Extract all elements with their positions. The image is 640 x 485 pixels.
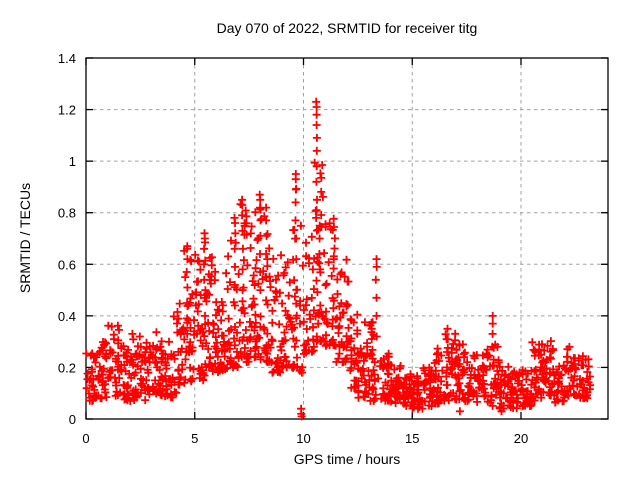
x-tick-label: 10 (296, 431, 310, 446)
x-tick-label: 20 (514, 431, 528, 446)
y-tick-label: 0.6 (58, 257, 76, 272)
x-tick-label: 0 (82, 431, 89, 446)
y-tick-label: 0.8 (58, 206, 76, 221)
x-axis-label: GPS time / hours (294, 451, 401, 467)
y-axis-label: SRMTID / TECUs (17, 183, 33, 293)
x-tick-labels: 0 5 10 15 20 (82, 431, 528, 446)
axis-ticks (85, 57, 608, 420)
y-tick-label: 0.4 (58, 309, 76, 324)
y-tick-labels: 0 0.2 0.4 0.6 0.8 1 1.2 1.4 (58, 51, 76, 427)
data-point-markers (82, 97, 595, 421)
y-tick-label: 1.4 (58, 51, 76, 66)
y-tick-label: 0 (69, 412, 76, 427)
y-tick-label: 1.2 (58, 103, 76, 118)
y-tick-label: 1 (69, 154, 76, 169)
x-tick-label: 15 (405, 431, 419, 446)
plot-border (85, 57, 609, 420)
y-tick-label: 0.2 (58, 360, 76, 375)
chart-title: Day 070 of 2022, SRMTID for receiver tit… (217, 20, 478, 36)
x-tick-label: 5 (191, 431, 198, 446)
